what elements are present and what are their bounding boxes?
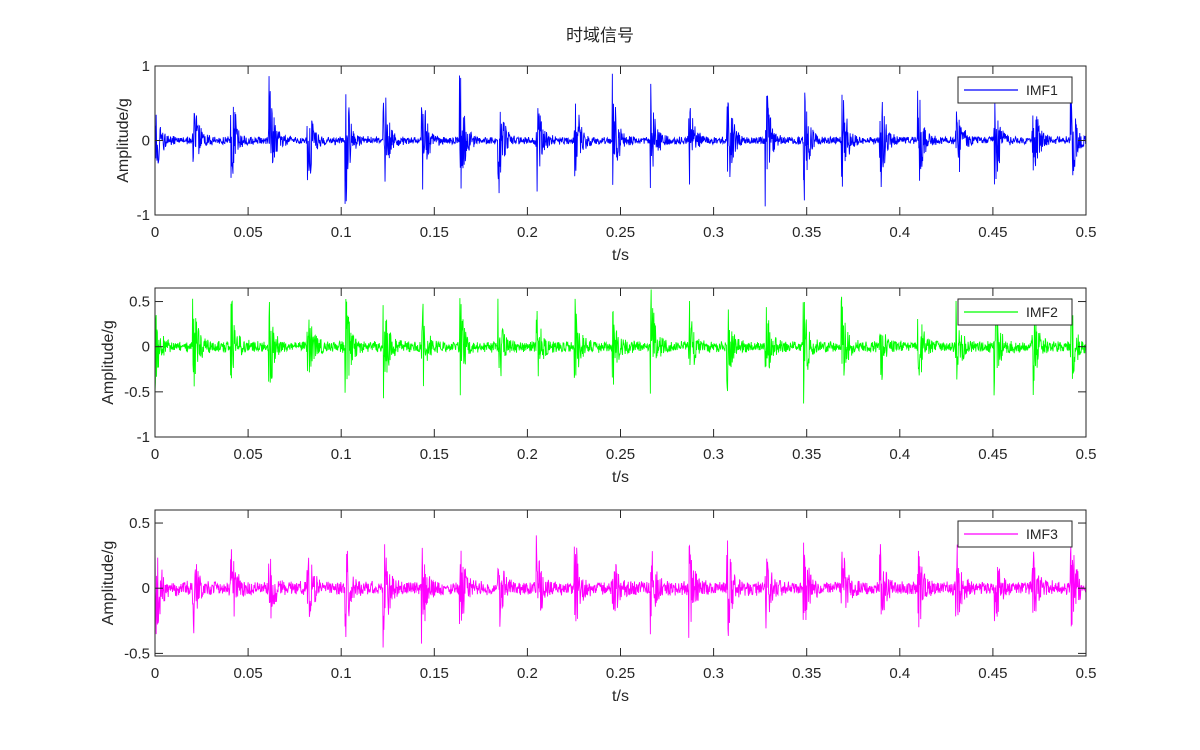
x-tick-label: 0.15 <box>420 224 449 241</box>
x-tick-label: 0.3 <box>703 446 724 463</box>
series-line-imf2 <box>155 289 1086 404</box>
x-tick-label: 0.35 <box>792 446 821 463</box>
x-tick-label: 0.2 <box>517 665 538 682</box>
x-tick-label: 0.5 <box>1076 224 1097 241</box>
x-axis-label: t/s <box>612 469 629 486</box>
x-tick-label: 0.05 <box>233 446 262 463</box>
y-tick-label: 0.5 <box>129 515 150 532</box>
legend-label: IMF3 <box>1026 526 1058 542</box>
x-tick-label: 0.1 <box>331 665 352 682</box>
x-tick-label: 0.3 <box>703 665 724 682</box>
y-tick-label: -1 <box>137 207 150 224</box>
x-tick-label: 0 <box>151 446 159 463</box>
x-tick-label: 0.5 <box>1076 446 1097 463</box>
subplot-1: 0 0.05 0.1 0.15 0.2 0.25 0.3 0.35 0.4 0.45 0.5-101… <box>115 58 1096 264</box>
x-tick-label: 0.1 <box>331 446 352 463</box>
y-tick-label: -1 <box>137 429 150 446</box>
x-tick-label: 0.45 <box>978 665 1007 682</box>
series-line-imf1 <box>155 73 1086 207</box>
x-tick-label: 0.25 <box>606 665 635 682</box>
legend: IMF2 <box>957 298 1073 326</box>
subplot-2: 0 0.05 0.1 0.15 0.2 0.25 0.3 0.35 0.4 0.45 0.5 -1 -0… <box>100 287 1097 486</box>
y-axis-label: Amplitude/g <box>100 541 117 626</box>
legend: IMF3 <box>957 520 1073 548</box>
y-axis-label: Amplitude/g <box>115 98 132 183</box>
x-tick-label: 0.15 <box>420 665 449 682</box>
y-tick-label: -0.5 <box>124 384 150 401</box>
y-tick-label: 1 <box>142 58 150 75</box>
x-tick-label: 0.05 <box>233 665 262 682</box>
x-tick-label: 0.1 <box>331 224 352 241</box>
x-axis-label: t/s <box>612 688 629 705</box>
x-tick-label: 0.3 <box>703 224 724 241</box>
y-axis-label: Amplitude/g <box>100 320 117 405</box>
x-tick-label: 0.35 <box>792 665 821 682</box>
y-tick-label: 0 <box>142 133 150 150</box>
y-tick-label: 0.5 <box>129 294 150 311</box>
x-tick-label: 0.4 <box>889 446 910 463</box>
subplot-3: 0 0.05 0.1 0.15 0.2 0.25 0.3 0.35 0.4 0.45 0.5 -0.5… <box>100 509 1097 705</box>
x-tick-label: 0 <box>151 665 159 682</box>
x-tick-label: 0.25 <box>606 446 635 463</box>
x-tick-label: 0.35 <box>792 224 821 241</box>
figure-title: 时域信号 <box>566 26 634 46</box>
x-tick-label: 0 <box>151 224 159 241</box>
x-tick-label: 0.5 <box>1076 665 1097 682</box>
x-tick-label: 0.25 <box>606 224 635 241</box>
y-tick-label: -0.5 <box>124 645 150 662</box>
x-tick-label: 0.45 <box>978 446 1007 463</box>
x-tick-label: 0.15 <box>420 446 449 463</box>
x-tick-label: 0.45 <box>978 224 1007 241</box>
legend: IMF1 <box>957 76 1073 104</box>
x-tick-label: 0.2 <box>517 446 538 463</box>
y-tick-label: 0 <box>142 580 150 597</box>
legend-label: IMF2 <box>1026 304 1058 320</box>
x-tick-label: 0.4 <box>889 224 910 241</box>
legend-label: IMF1 <box>1026 82 1058 98</box>
series-line-imf3 <box>155 535 1086 648</box>
x-tick-label: 0.2 <box>517 224 538 241</box>
x-axis-label: t/s <box>612 247 629 264</box>
x-tick-label: 0.4 <box>889 665 910 682</box>
x-tick-label: 0.05 <box>233 224 262 241</box>
y-tick-label: 0 <box>142 339 150 356</box>
